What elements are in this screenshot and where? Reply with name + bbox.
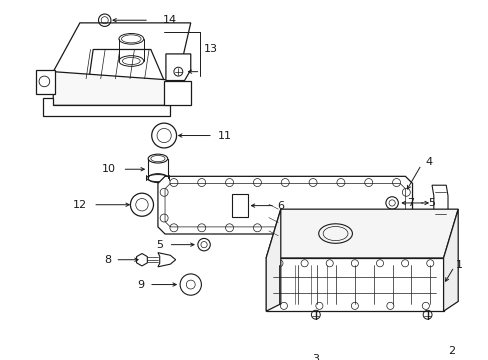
Polygon shape xyxy=(53,23,190,81)
Polygon shape xyxy=(231,194,247,217)
Text: 9: 9 xyxy=(137,280,144,289)
Polygon shape xyxy=(164,81,190,105)
Text: 14: 14 xyxy=(162,15,176,25)
Polygon shape xyxy=(265,209,280,311)
Polygon shape xyxy=(42,98,170,116)
Polygon shape xyxy=(443,209,457,311)
Text: 12: 12 xyxy=(73,200,87,210)
Polygon shape xyxy=(165,54,190,81)
Text: 6: 6 xyxy=(277,201,284,211)
Text: 1: 1 xyxy=(455,260,462,270)
Text: 11: 11 xyxy=(217,131,231,140)
Text: 4: 4 xyxy=(425,157,432,167)
Text: 2: 2 xyxy=(447,346,454,356)
Polygon shape xyxy=(53,72,177,105)
Polygon shape xyxy=(265,258,443,311)
Polygon shape xyxy=(431,185,447,221)
Text: 13: 13 xyxy=(203,45,218,54)
Polygon shape xyxy=(158,253,175,267)
Polygon shape xyxy=(265,209,457,258)
Text: 10: 10 xyxy=(101,164,115,174)
Text: 7: 7 xyxy=(407,198,413,208)
Text: 3: 3 xyxy=(312,354,319,360)
Polygon shape xyxy=(36,70,55,94)
Text: 5: 5 xyxy=(427,198,435,208)
Text: 8: 8 xyxy=(103,255,111,265)
Polygon shape xyxy=(158,176,412,234)
Text: 5: 5 xyxy=(156,240,163,249)
Polygon shape xyxy=(136,253,147,266)
